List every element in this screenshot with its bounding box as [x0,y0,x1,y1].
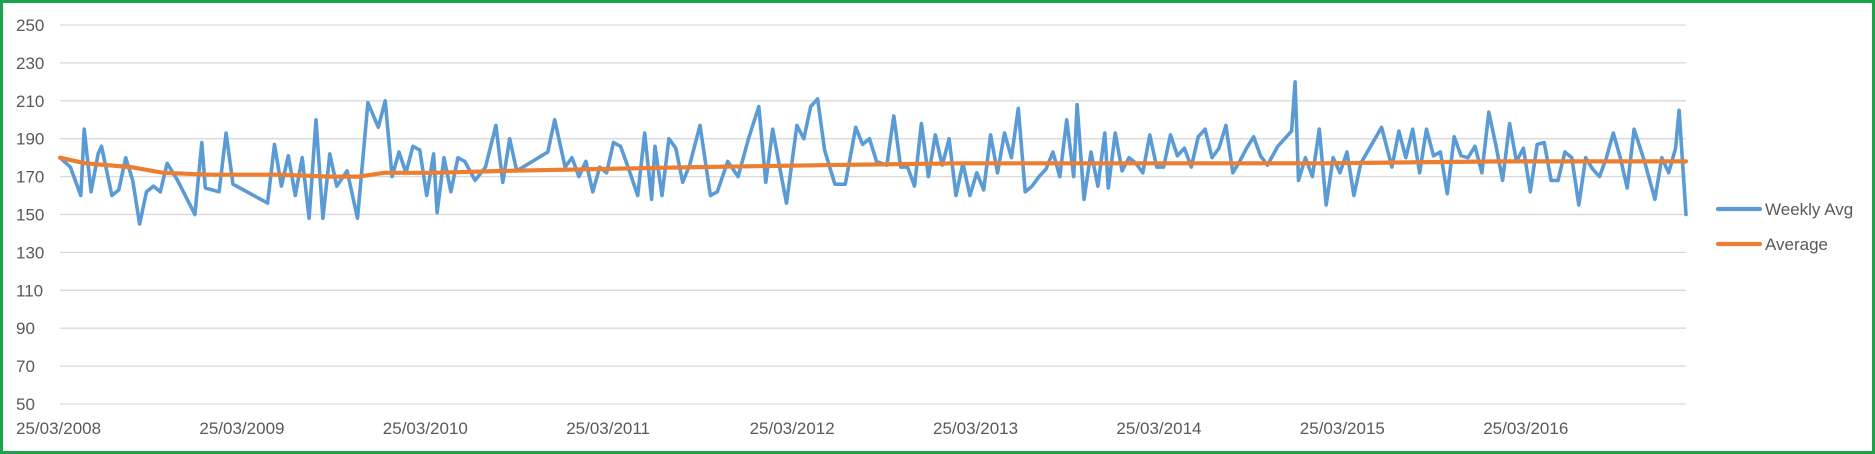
x-tick-label: 25/03/2008 [16,419,101,438]
legend-label-weekly-avg: Weekly Avg [1765,200,1853,219]
y-tick-label: 70 [16,357,35,376]
y-axis-tick-labels: 50 70 90 110 130 150 170 190 210 230 250 [16,16,44,414]
series-line-average [57,155,1689,179]
series-line-weekly-avg [58,80,1688,226]
x-tick-label: 25/03/2015 [1300,419,1385,438]
x-tick-label: 25/03/2011 [566,419,650,438]
y-tick-label: 110 [16,281,43,300]
x-tick-label: 25/03/2012 [750,419,835,438]
y-tick-label: 210 [16,92,44,111]
y-tick-label: 130 [16,243,44,262]
x-axis-tick-labels: 25/03/2008 25/03/2009 25/03/2010 25/03/2011… [16,419,1568,438]
legend-label-average: Average [1765,235,1828,254]
y-tick-label: 50 [16,395,35,414]
x-tick-label: 25/03/2014 [1116,419,1201,438]
gridlines [60,24,1686,405]
legend: Weekly Avg Average [1715,200,1853,254]
y-tick-label: 90 [16,319,35,338]
x-tick-label: 25/03/2009 [199,419,284,438]
y-tick-label: 170 [16,168,44,187]
x-tick-label: 25/03/2010 [383,419,468,438]
y-tick-label: 230 [16,54,44,73]
series-layer [57,80,1689,226]
x-tick-label: 25/03/2013 [933,419,1018,438]
y-tick-label: 250 [16,16,44,35]
x-tick-label: 25/03/2016 [1483,419,1568,438]
y-tick-label: 150 [16,206,44,225]
y-tick-label: 190 [16,130,44,149]
